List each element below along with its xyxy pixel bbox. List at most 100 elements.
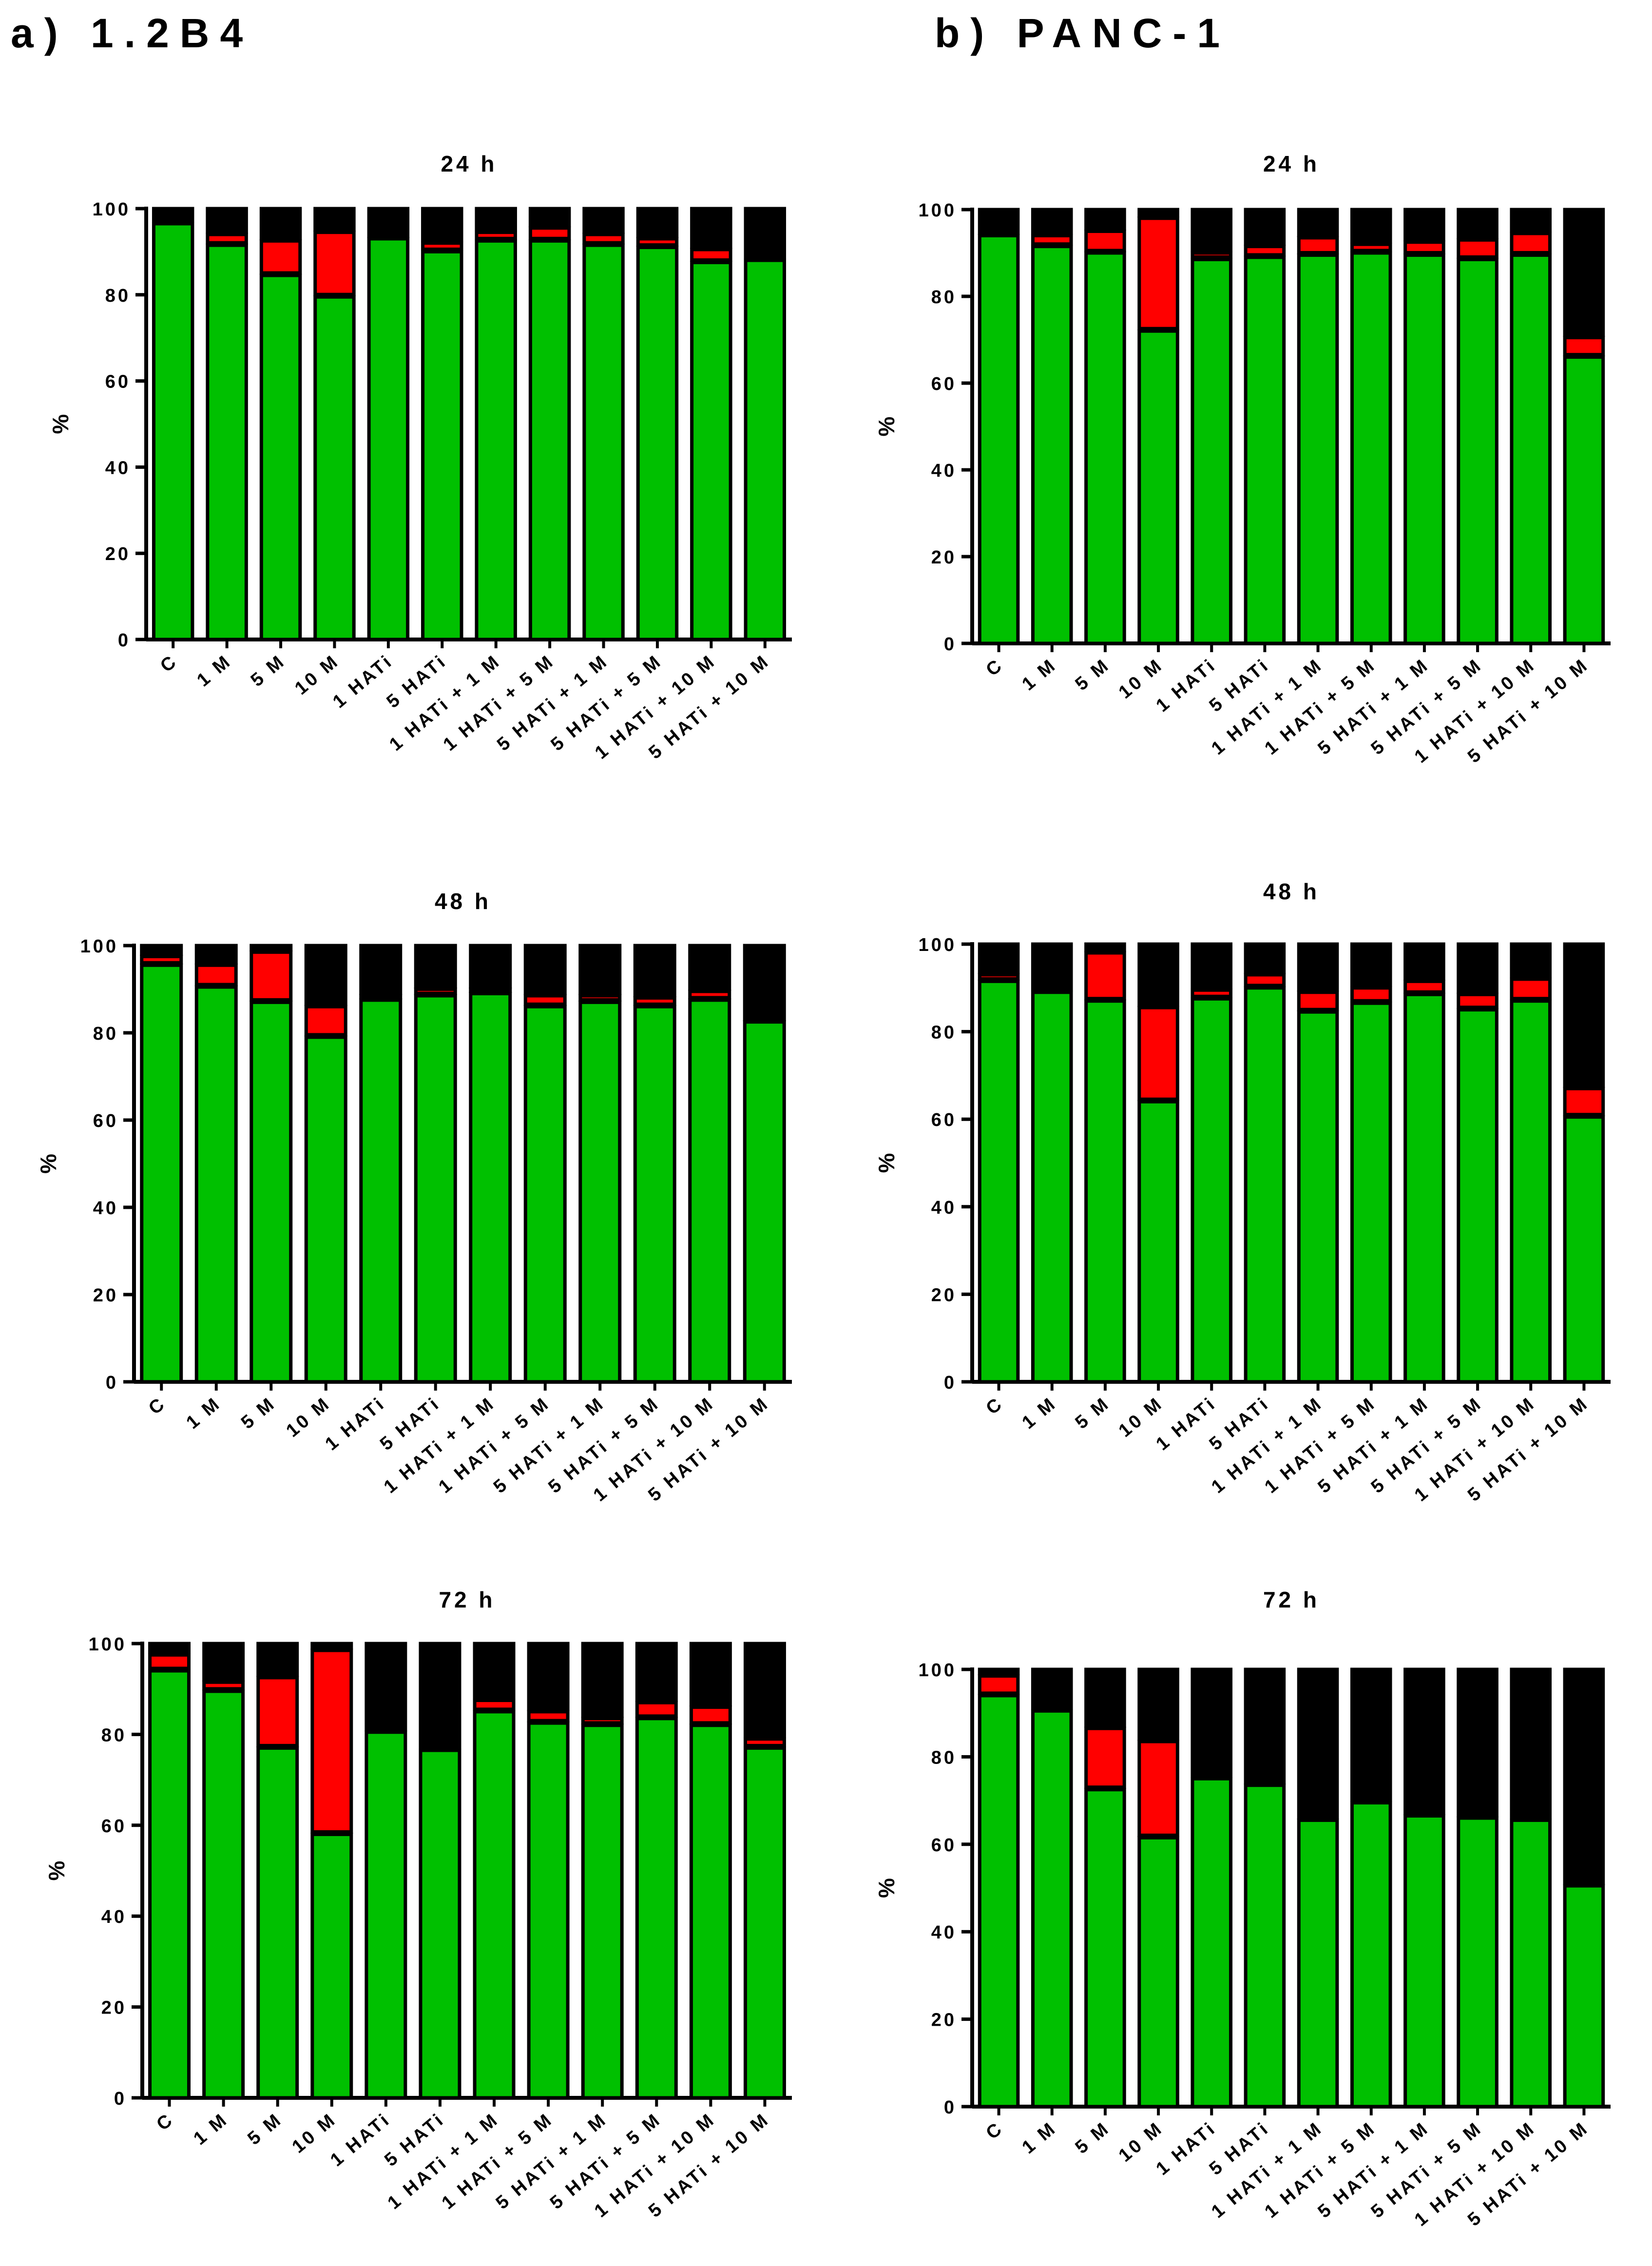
dead-segment — [304, 944, 347, 1006]
apoptotic-segment — [635, 1701, 678, 1718]
apoptotic-segment — [689, 1705, 732, 1725]
y-tick-label: 100 — [89, 1634, 127, 1655]
viable-segment — [310, 1832, 353, 2100]
apoptotic-segment — [1191, 988, 1233, 998]
viable-segment — [1510, 1818, 1552, 2109]
x-tick-label: 1 M — [1018, 2118, 1061, 2158]
dead-segment — [1137, 942, 1179, 1007]
viable-segment — [1350, 251, 1392, 645]
dead-segment — [1403, 1667, 1445, 1815]
dead-segment — [250, 944, 293, 951]
x-tick-label: 5 M — [1072, 1393, 1114, 1433]
y-axis-label: % — [48, 414, 73, 434]
dead-segment — [152, 207, 194, 223]
viable-segment — [1297, 253, 1339, 645]
x-tick-label: 1 HATi — [1153, 655, 1220, 717]
apoptotic-segment — [475, 231, 517, 240]
viable-segment — [1297, 1818, 1339, 2109]
dead-segment — [1244, 942, 1286, 974]
apoptotic-segment — [581, 1717, 624, 1725]
x-tick-label: 5 M — [244, 2109, 286, 2150]
dead-segment — [744, 207, 787, 260]
apoptotic-segment — [310, 1648, 353, 1834]
dead-segment — [688, 944, 731, 991]
viable-segment — [1457, 257, 1498, 645]
viable-segment — [259, 273, 302, 641]
x-tick-label: 1 M — [190, 2109, 232, 2150]
dead-segment — [1031, 1667, 1073, 1710]
dead-segment — [475, 207, 517, 232]
dead-segment — [1297, 1667, 1339, 1820]
dead-segment — [1403, 942, 1445, 981]
dead-segment — [1244, 208, 1286, 246]
dead-segment — [1297, 208, 1339, 237]
chart-title: 48 h — [1263, 879, 1320, 904]
viable-segment — [152, 222, 194, 641]
apoptotic-segment — [140, 954, 183, 965]
dead-segment — [1510, 1667, 1552, 1820]
dead-segment — [1031, 208, 1073, 235]
apoptotic-segment — [523, 994, 567, 1006]
y-tick-label: 80 — [931, 1747, 957, 1768]
apoptotic-segment — [250, 950, 293, 1002]
y-tick-label: 60 — [101, 1816, 127, 1837]
y-tick-label: 20 — [931, 547, 957, 568]
dead-segment — [359, 944, 403, 995]
apoptotic-segment — [359, 994, 403, 1000]
viable-segment — [1191, 1777, 1233, 2109]
dead-segment — [690, 207, 732, 249]
y-tick-label: 80 — [105, 286, 131, 306]
apoptotic-segment — [414, 988, 457, 995]
x-tick-label: 1 HATi — [322, 1393, 389, 1455]
y-tick-label: 0 — [944, 2097, 957, 2118]
viable-segment — [1457, 1816, 1498, 2109]
viable-segment — [1137, 1836, 1179, 2109]
dead-segment — [578, 944, 622, 995]
y-tick-label: 80 — [931, 1023, 957, 1043]
y-tick-label: 0 — [106, 1373, 118, 1393]
chart-title: 24 h — [441, 151, 497, 176]
apoptotic-segment — [1137, 1006, 1179, 1101]
viable-segment — [473, 1710, 516, 2100]
viable-segment — [1350, 1001, 1392, 1384]
viable-segment — [633, 1005, 676, 1384]
x-tick-label: C — [145, 1393, 170, 1419]
apoptotic-segment — [202, 1680, 245, 1691]
viable-segment — [1031, 245, 1073, 645]
viable-segment — [690, 261, 732, 641]
chart-title: 72 h — [1263, 1587, 1320, 1612]
viable-segment — [1297, 1010, 1339, 1384]
viable-segment — [578, 1000, 622, 1384]
apoptotic-segment — [633, 996, 676, 1006]
dead-segment — [419, 1642, 461, 1750]
viable-segment — [1510, 253, 1552, 645]
viable-segment — [475, 239, 517, 641]
x-tick-label: 1 HATi — [327, 2109, 394, 2171]
y-tick-label: 40 — [931, 461, 957, 481]
x-tick-label: 1 HATi — [329, 651, 397, 713]
dead-segment — [1084, 1667, 1126, 1728]
viable-segment — [743, 1020, 786, 1384]
apoptotic-segment — [1297, 990, 1339, 1011]
viable-segment — [527, 1721, 570, 2100]
apoptotic-segment — [206, 232, 248, 245]
viable-segment — [140, 963, 183, 1384]
viable-segment — [688, 998, 731, 1384]
viable-segment — [689, 1724, 732, 2100]
viable-segment — [1403, 1814, 1445, 2109]
dead-segment — [743, 1642, 786, 1739]
viable-segment — [978, 1694, 1020, 2109]
apoptotic-segment — [259, 239, 302, 275]
dead-segment — [1244, 1667, 1286, 1785]
x-tick-label: 1 M — [183, 1393, 225, 1433]
dead-segment — [636, 207, 679, 238]
viable-segment — [1084, 999, 1126, 1384]
dead-segment — [259, 207, 302, 240]
y-tick-label: 0 — [118, 630, 131, 651]
dead-segment — [633, 944, 676, 997]
dead-segment — [414, 944, 457, 988]
apoptotic-segment — [690, 248, 732, 262]
y-tick-label: 100 — [919, 1660, 957, 1681]
dead-segment — [743, 944, 786, 1022]
